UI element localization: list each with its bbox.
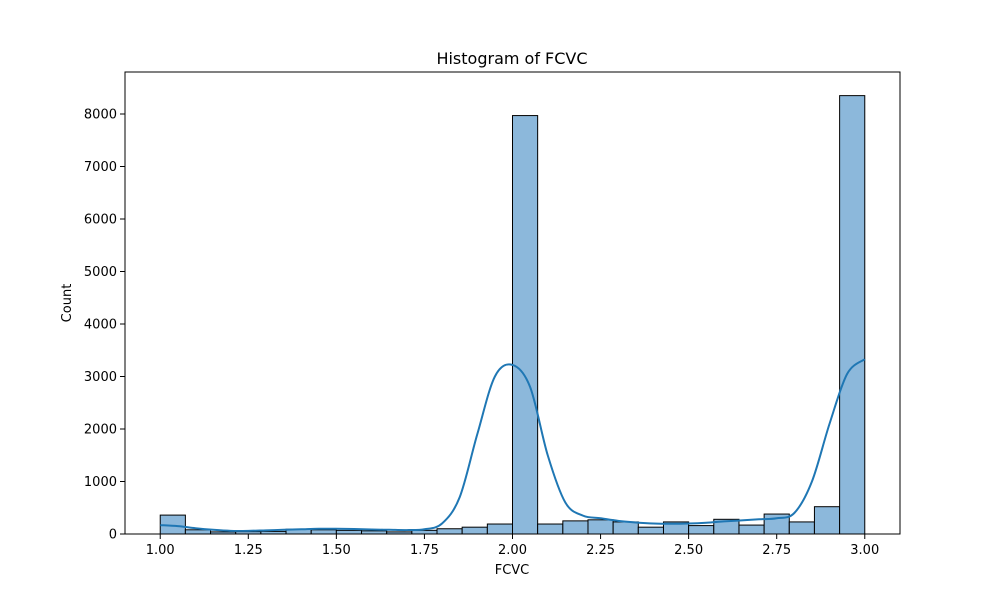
x-axis-title: FCVC	[495, 563, 530, 578]
y-tick-label: 4000	[84, 318, 117, 333]
histogram-bar	[486, 523, 513, 535]
x-tick-label: 2.75	[762, 543, 791, 558]
histogram-bar	[738, 524, 765, 535]
x-tick-label: 2.25	[586, 543, 615, 558]
x-tick-label: 2.00	[498, 543, 527, 558]
histogram-bars	[159, 95, 866, 535]
kde-curve-group	[160, 358, 866, 532]
y-tick-label: 3000	[84, 370, 117, 385]
histogram-bar	[612, 521, 639, 535]
x-tick-label: 1.00	[146, 543, 175, 558]
y-tick-label: 6000	[84, 213, 117, 228]
histogram-bar	[184, 529, 212, 535]
histogram-bar	[461, 526, 488, 535]
histogram-bar	[310, 529, 337, 535]
y-tick-label: 8000	[84, 108, 117, 123]
histogram-bar	[537, 523, 564, 535]
histogram-bar	[512, 115, 539, 535]
histogram-bar	[335, 529, 363, 535]
x-tick-label: 1.25	[234, 543, 263, 558]
histogram-bar	[839, 95, 866, 535]
x-tick-label: 3.00	[850, 543, 879, 558]
x-tick-label: 1.75	[410, 543, 439, 558]
y-tick-label: 7000	[84, 160, 117, 175]
histogram-bar	[562, 520, 589, 535]
histogram-bar	[436, 528, 463, 535]
y-axis: 0 1000 2000 3000 4000 5000 6000 7000 8000	[84, 108, 125, 543]
histogram-bar	[788, 521, 815, 535]
y-tick-label: 1000	[84, 475, 117, 490]
kde-line	[160, 358, 866, 532]
y-axis-title: Count	[60, 284, 75, 323]
histogram-bar	[813, 506, 841, 535]
histogram-bar	[587, 519, 614, 535]
y-tick-label: 0	[109, 528, 117, 543]
x-tick-label: 1.50	[322, 543, 351, 558]
chart-title: Histogram of FCVC	[436, 49, 587, 68]
y-tick-label: 2000	[84, 423, 117, 438]
x-axis: 1.00 1.25 1.50 1.75 2.00 2.25 2.50 2.75 3.00	[146, 534, 879, 558]
histogram-bar	[637, 526, 664, 535]
x-tick-label: 2.50	[674, 543, 703, 558]
y-tick-label: 5000	[84, 265, 117, 280]
histogram-bar	[688, 525, 715, 535]
